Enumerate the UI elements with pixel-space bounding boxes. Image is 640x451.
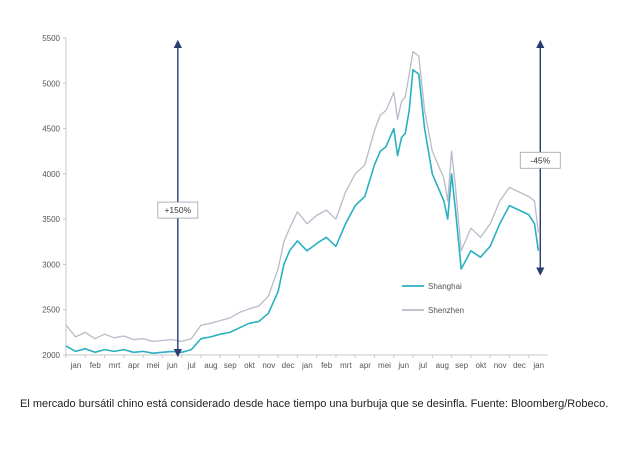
x-tick-label: feb <box>321 361 333 370</box>
series-lines <box>65 50 540 355</box>
x-tick-label: aug <box>204 361 217 370</box>
x-axis: jan feb mrt apr mei jun jul aug sep okt nov dec jan f… <box>65 354 548 370</box>
y-tick-label: 3500 <box>42 215 60 224</box>
y-tick-label: 2000 <box>42 351 60 360</box>
x-tick-label: dec <box>513 361 526 370</box>
x-tick-label: jul <box>187 361 196 370</box>
x-tick-label: jan <box>532 361 544 370</box>
series-line-shanghai <box>65 68 540 355</box>
x-tick-label: jun <box>166 361 178 370</box>
legend: Shanghai Shenzhen <box>402 282 464 315</box>
y-tick-label: 2500 <box>42 306 60 315</box>
x-tick-label: apr <box>128 361 140 370</box>
x-tick-label: sep <box>224 361 237 370</box>
x-tick-label: jan <box>301 361 313 370</box>
legend-label: Shanghai <box>428 282 462 291</box>
x-tick-label: aug <box>436 361 449 370</box>
annotation-box <box>519 151 561 169</box>
annotation-label: +150% <box>164 205 191 215</box>
y-tick-label: 3000 <box>42 260 60 269</box>
x-tick-label: okt <box>244 361 255 370</box>
series-line-shenzhen <box>65 50 540 343</box>
y-axis: 2000 2500 3000 3500 4000 4500 5000 5500 <box>42 34 67 360</box>
annotations: +150% -45% <box>157 39 561 358</box>
y-tick-label: 5500 <box>42 34 60 43</box>
y-tick-label: 4500 <box>42 125 60 134</box>
x-tick-label: nov <box>262 361 275 370</box>
x-tick-label: jan <box>70 361 82 370</box>
x-tick-label: feb <box>90 361 102 370</box>
y-tick-label: 5000 <box>42 79 60 88</box>
x-tick-label: mrt <box>109 361 121 370</box>
x-tick-label: jun <box>397 361 409 370</box>
x-tick-label: jul <box>418 361 427 370</box>
legend-label: Shenzhen <box>428 306 464 315</box>
x-tick-label: dec <box>282 361 295 370</box>
x-tick-label: okt <box>476 361 487 370</box>
x-tick-label: apr <box>359 361 371 370</box>
annotation-label: -45% <box>530 155 550 165</box>
annotation-box <box>157 201 199 219</box>
x-tick-label: sep <box>455 361 468 370</box>
x-tick-label: mei <box>147 361 160 370</box>
x-tick-label: mrt <box>340 361 352 370</box>
y-tick-label: 4000 <box>42 170 60 179</box>
x-tick-label: nov <box>494 361 507 370</box>
chart-caption: El mercado bursátil chino está considera… <box>20 398 609 410</box>
x-tick-label: mei <box>378 361 391 370</box>
